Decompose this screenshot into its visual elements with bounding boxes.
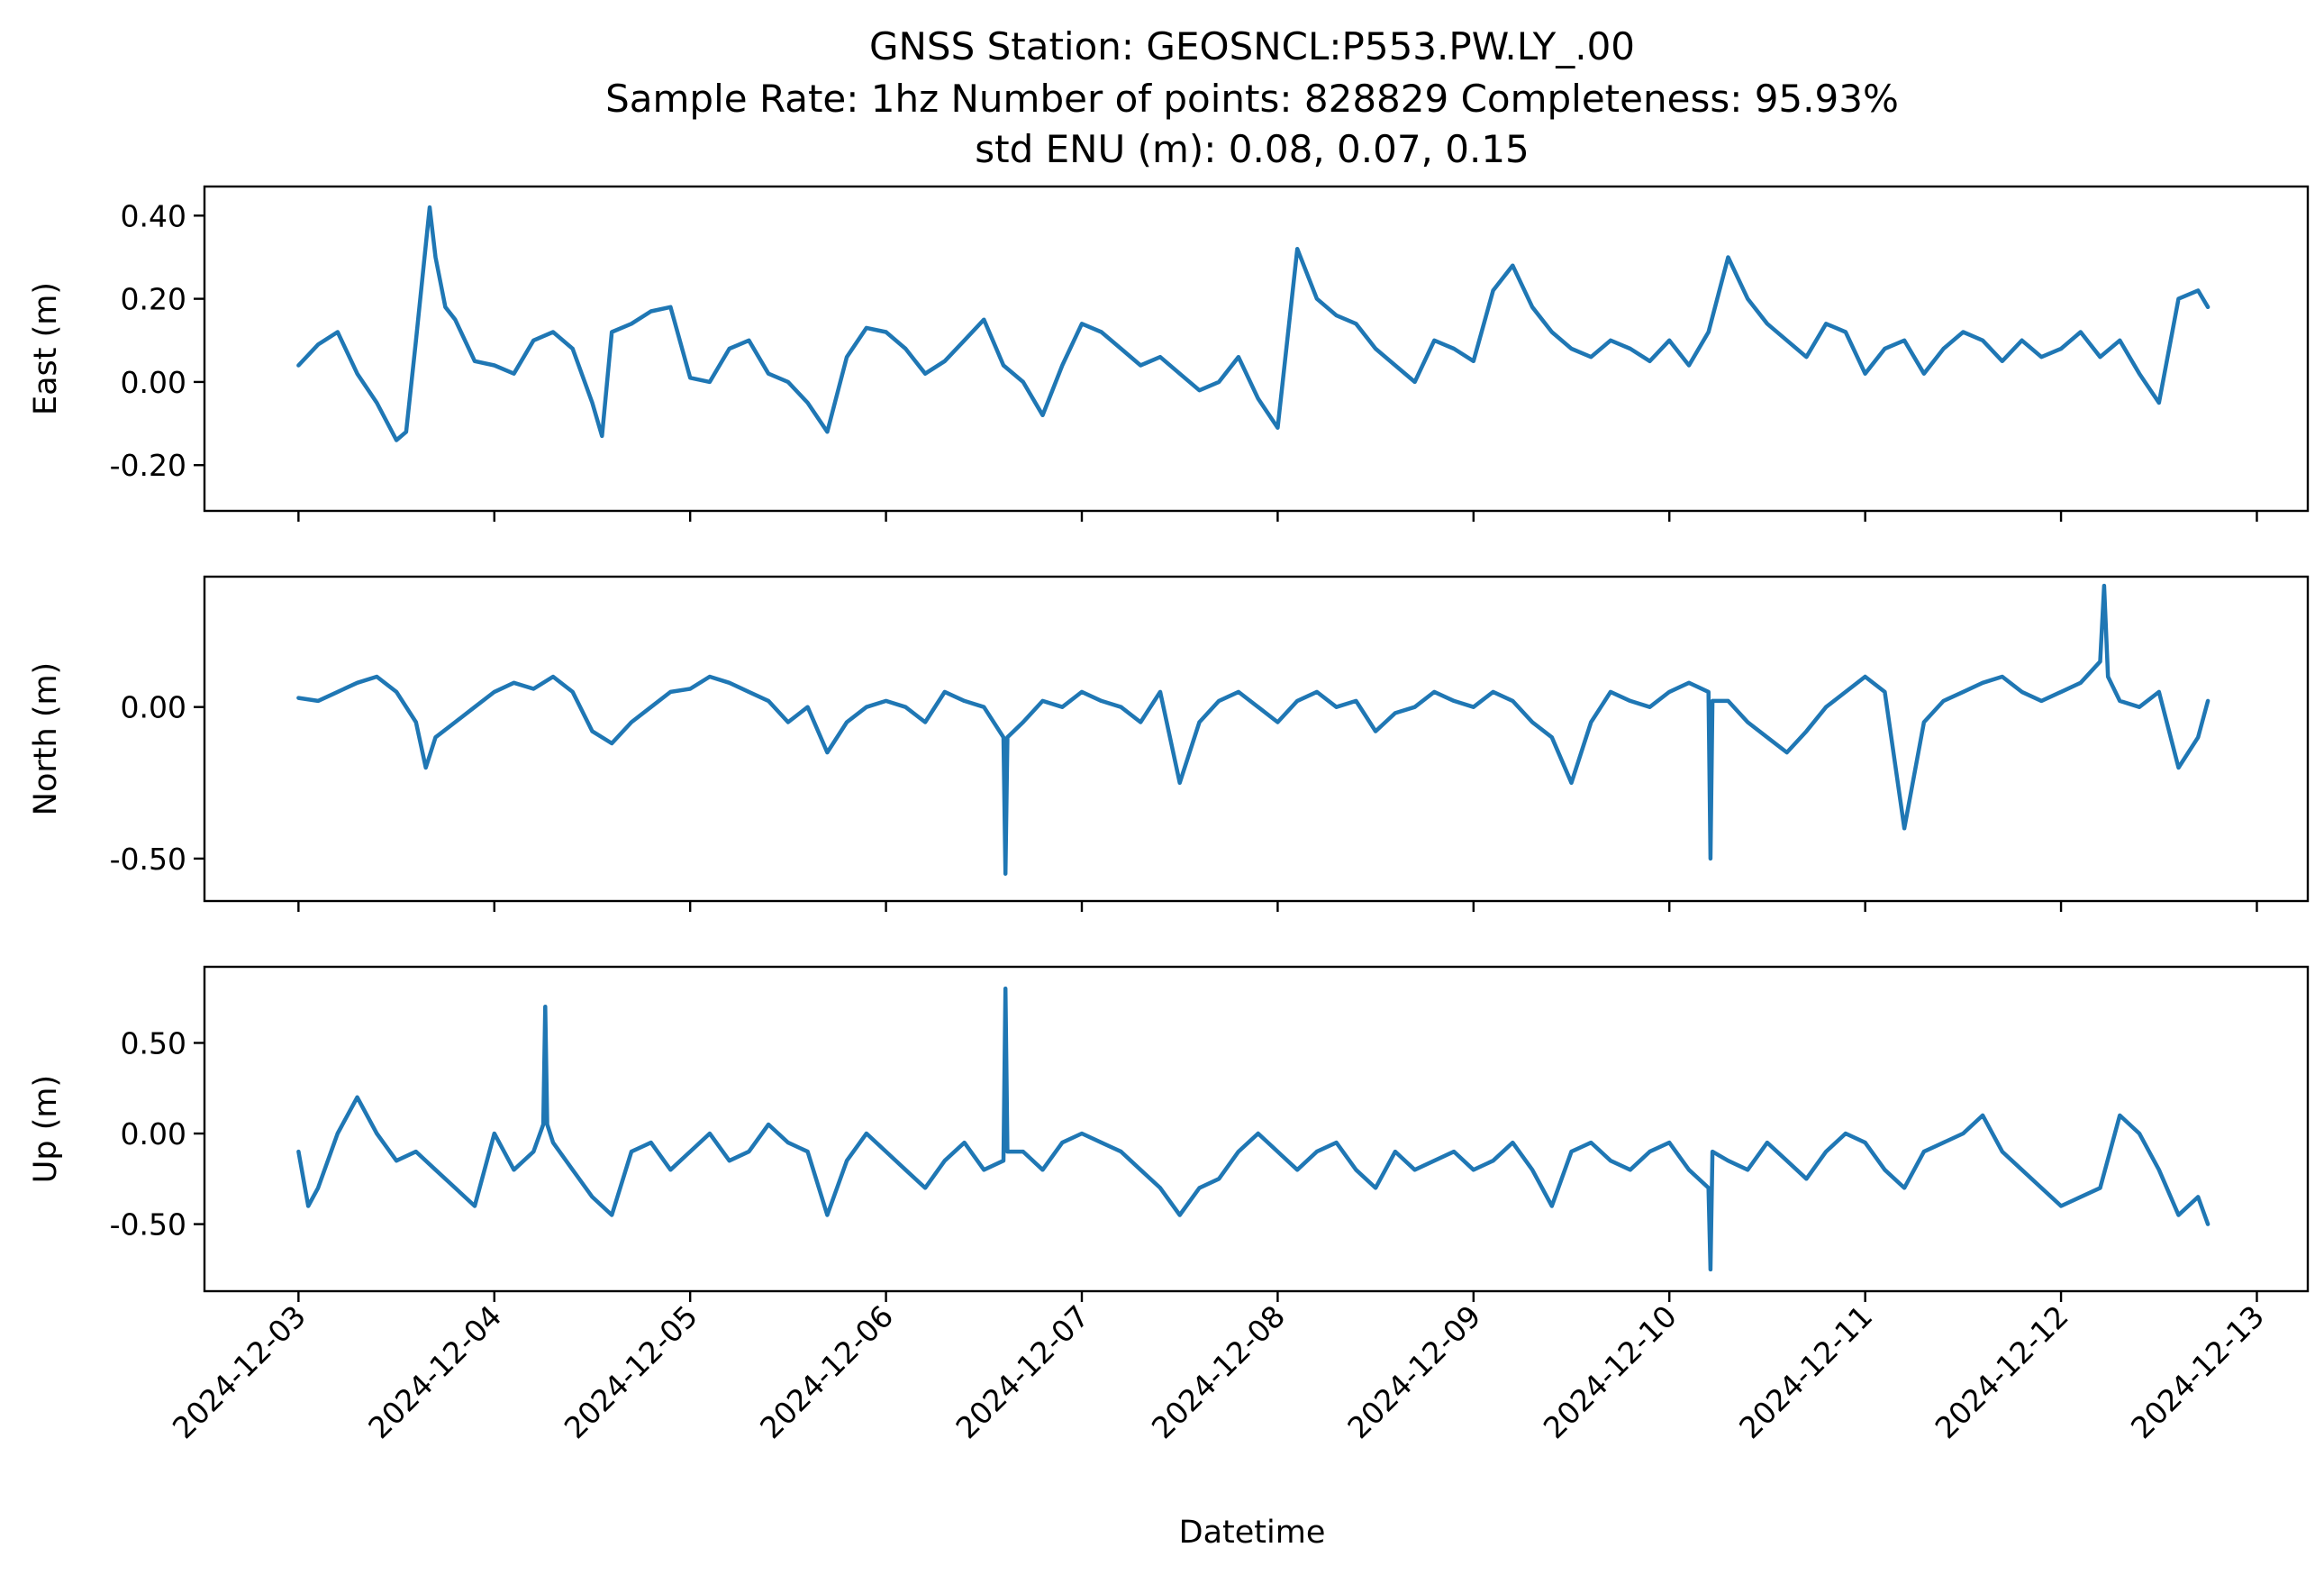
panel-1: 0.00 -0.50 North (m)	[28, 575, 2310, 912]
y-tick-label: -0.50	[110, 842, 186, 877]
x-tick-label: 2024-12-05	[558, 1298, 704, 1445]
plot-area: 0.40 0.20 0.00 -0.20 East (m) 0.00 -0.50 North …	[28, 185, 2310, 1445]
chart-title-line-1: GNSS Station: GEOSNCL:P553.PW.LY_.00	[869, 24, 1635, 68]
x-tick-label: 2024-12-03	[166, 1298, 313, 1445]
x-tick-label: 2024-12-06	[753, 1298, 900, 1445]
y-tick-label: 0.20	[121, 282, 186, 317]
y-tick-label: 0.00	[121, 1116, 186, 1152]
y-tick-label: 0.40	[121, 198, 186, 233]
y-tick-label: -0.20	[110, 448, 186, 483]
panel-0: 0.40 0.20 0.00 -0.20 East (m)	[28, 185, 2310, 522]
panel-2: 0.50 0.00 -0.50 Up (m)	[28, 965, 2310, 1302]
y-tick-label: 0.00	[121, 690, 186, 725]
x-tick-label: 2024-12-12	[1929, 1298, 2075, 1445]
y-tick-label: 0.50	[121, 1025, 186, 1061]
y-axis-label: North (m)	[28, 662, 64, 815]
y-tick-label: 0.00	[121, 365, 186, 400]
chart-title-line-3: std ENU (m): 0.08, 0.07, 0.15	[975, 127, 1530, 171]
y-axis-label: Up (m)	[28, 1075, 64, 1183]
x-tick-label: 2024-12-13	[2124, 1298, 2271, 1445]
x-axis-label: Datetime	[1179, 1515, 1326, 1551]
x-tick-label: 2024-12-11	[1732, 1298, 1879, 1445]
y-tick-label: -0.50	[110, 1207, 186, 1243]
x-tick-label: 2024-12-09	[1340, 1298, 1487, 1445]
x-tick-label: 2024-12-04	[361, 1298, 508, 1445]
series-line-panel-2	[296, 986, 2211, 1272]
series-line-panel-0	[296, 205, 2211, 442]
x-tick-label: 2024-12-08	[1145, 1298, 1292, 1445]
series-line-panel-1	[296, 583, 2211, 876]
x-tick-label: 2024-12-10	[1537, 1298, 1684, 1445]
panel-frame-2	[203, 965, 2310, 1293]
x-tick-label: 2024-12-07	[949, 1298, 1095, 1445]
panel-frame-0	[203, 185, 2310, 513]
panel-frame-1	[203, 575, 2310, 903]
chart-title-line-2: Sample Rate: 1hz Number of points: 82882…	[605, 77, 1899, 121]
y-axis-label: East (m)	[28, 282, 64, 415]
